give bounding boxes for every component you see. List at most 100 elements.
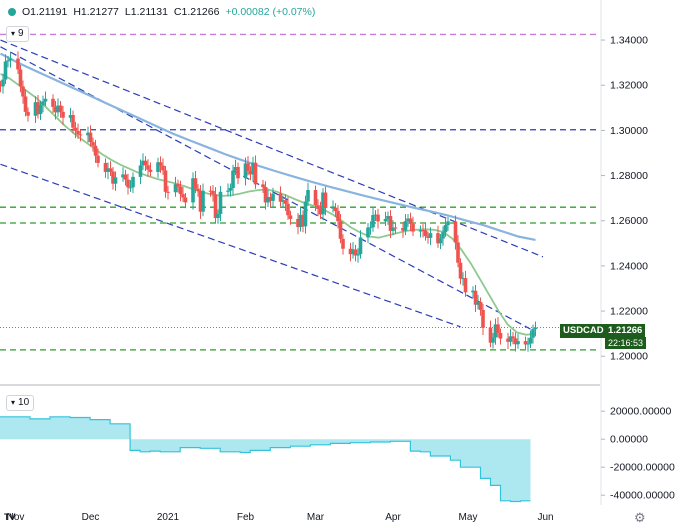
candle bbox=[26, 107, 30, 122]
price-axis[interactable]: 1.20000 1.22000 1.24000 1.26000 1.28000 1.300… bbox=[601, 35, 648, 363]
indicator-pane-pill[interactable]: ▾ 10 bbox=[6, 395, 35, 411]
candle bbox=[368, 221, 373, 235]
candle bbox=[41, 95, 45, 113]
price-tick-label: 1.32000 bbox=[610, 80, 648, 92]
candle bbox=[181, 186, 185, 202]
candle bbox=[321, 187, 325, 221]
ohlc-open: O1.21191 bbox=[22, 6, 68, 18]
candle bbox=[443, 217, 448, 237]
candle bbox=[523, 336, 528, 351]
candle bbox=[421, 224, 425, 238]
candle bbox=[333, 203, 338, 217]
candle bbox=[428, 227, 433, 246]
candle bbox=[111, 166, 115, 190]
time-tick-label: Nov bbox=[6, 512, 25, 523]
indicator-axis[interactable]: 20000.00000 0.00000 -20000.00000 -40000.000… bbox=[601, 406, 675, 502]
candle bbox=[6, 55, 10, 68]
candle bbox=[0, 80, 3, 93]
candle bbox=[373, 210, 378, 221]
indicator-pane[interactable] bbox=[0, 416, 531, 503]
candle bbox=[446, 216, 450, 231]
bar-countdown: 22:16:53 bbox=[605, 337, 647, 349]
price-tick-label: 1.22000 bbox=[610, 306, 648, 318]
candle bbox=[441, 226, 445, 246]
candle bbox=[261, 179, 265, 193]
candle bbox=[193, 171, 198, 194]
candle bbox=[213, 187, 218, 223]
candle bbox=[201, 183, 205, 217]
candle bbox=[23, 89, 28, 117]
candle bbox=[113, 171, 118, 191]
candle bbox=[513, 332, 518, 352]
candle bbox=[68, 107, 73, 123]
candle bbox=[18, 64, 23, 93]
candle bbox=[71, 110, 75, 134]
price-tick-label: 1.30000 bbox=[610, 125, 648, 137]
indicator-pane-label: 10 bbox=[18, 397, 30, 408]
candle bbox=[61, 106, 65, 125]
price-tick-label: 1.34000 bbox=[610, 35, 648, 47]
candle bbox=[43, 91, 48, 107]
candle bbox=[298, 207, 303, 232]
time-tick-label: May bbox=[458, 512, 478, 523]
ohlc-high: H1.21277 bbox=[73, 6, 119, 18]
candle bbox=[301, 210, 305, 233]
candle bbox=[183, 192, 188, 209]
candle bbox=[263, 181, 268, 210]
candle bbox=[243, 157, 248, 186]
candle bbox=[313, 185, 318, 212]
candle bbox=[96, 148, 100, 168]
candle bbox=[106, 162, 110, 180]
candle bbox=[266, 189, 270, 207]
gear-icon[interactable]: ⚙ bbox=[634, 510, 646, 525]
candle bbox=[253, 155, 258, 189]
candle bbox=[406, 213, 410, 228]
candle bbox=[296, 213, 300, 235]
candle bbox=[418, 225, 423, 238]
candle bbox=[456, 235, 460, 268]
candle bbox=[506, 332, 510, 349]
candle bbox=[33, 96, 38, 123]
candle bbox=[228, 183, 233, 197]
candle bbox=[438, 234, 443, 250]
candle bbox=[473, 284, 478, 312]
candle bbox=[353, 244, 358, 262]
candle bbox=[198, 185, 203, 219]
candle bbox=[408, 212, 413, 232]
tradingview-logo: TV bbox=[4, 512, 16, 522]
candle bbox=[1, 73, 5, 94]
main-pane-indicator-pill[interactable]: ▾ 9 bbox=[6, 26, 29, 42]
candle bbox=[531, 324, 535, 344]
channel-upper-line bbox=[0, 39, 544, 258]
price-tick-label: 1.28000 bbox=[610, 170, 648, 182]
candle bbox=[211, 185, 215, 202]
candle bbox=[498, 328, 503, 345]
candle bbox=[36, 94, 40, 119]
candle bbox=[251, 156, 255, 182]
candle bbox=[481, 304, 485, 335]
candle bbox=[288, 210, 293, 225]
candle bbox=[126, 173, 130, 195]
time-tick-label: Feb bbox=[236, 512, 255, 523]
candle bbox=[196, 184, 200, 197]
candle bbox=[123, 169, 128, 186]
candle bbox=[191, 172, 195, 210]
candle bbox=[401, 222, 405, 238]
candle bbox=[226, 183, 230, 197]
candle bbox=[86, 126, 90, 143]
indicator-tick-label: 20000.00000 bbox=[610, 406, 671, 418]
candle bbox=[358, 230, 363, 259]
candle bbox=[338, 213, 343, 244]
channel-lower-line bbox=[0, 163, 461, 328]
candle bbox=[391, 220, 395, 236]
candle bbox=[16, 51, 20, 74]
candle bbox=[216, 209, 220, 224]
candle bbox=[426, 231, 430, 244]
main-price-pane[interactable] bbox=[0, 33, 600, 352]
candle bbox=[88, 125, 93, 147]
net-positions-line bbox=[0, 416, 531, 503]
time-tick-label: 2021 bbox=[156, 512, 180, 523]
candle bbox=[436, 225, 440, 248]
candle bbox=[283, 194, 288, 212]
